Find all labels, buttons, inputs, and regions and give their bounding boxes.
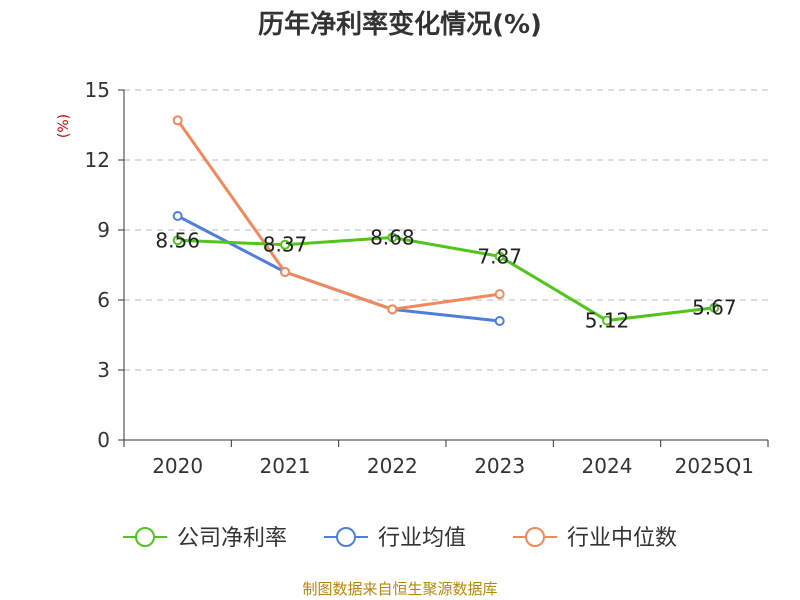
legend-marker-1 xyxy=(336,527,356,547)
data-point xyxy=(602,315,612,326)
legend-label-1: 行业均值 xyxy=(378,526,466,551)
x-tick-label: 2020 xyxy=(152,454,203,478)
x-tick-label: 2022 xyxy=(367,454,418,478)
axes: 0 3 6 9 12 15 2020 2021 2022 2023 2024 2025Q1 xyxy=(85,78,769,478)
y-tick-label: 15 xyxy=(85,78,110,102)
data-point xyxy=(709,302,720,313)
legend-marker-2 xyxy=(525,527,545,547)
data-point xyxy=(172,115,183,126)
legend[interactable]: 公司净利率 行业均值 行业中位数 xyxy=(123,526,677,551)
data-label: 5.67 xyxy=(692,296,737,320)
series-group xyxy=(172,115,720,326)
data-label: 8.37 xyxy=(263,233,308,257)
y-tick-label: 0 xyxy=(97,428,110,452)
x-tick-label: 2021 xyxy=(260,454,311,478)
y-tick-label: 6 xyxy=(97,288,110,312)
data-label: 5.12 xyxy=(585,309,630,333)
legend-label-2: 行业中位数 xyxy=(567,526,677,551)
data-point xyxy=(494,251,505,262)
y-tick-label: 9 xyxy=(97,218,110,242)
chart-title: 历年净利率变化情况(%) xyxy=(258,9,542,40)
data-point xyxy=(280,239,290,250)
data-point xyxy=(172,211,183,221)
data-point xyxy=(387,232,398,243)
series-line-1 xyxy=(176,214,500,323)
data-point xyxy=(387,304,398,315)
data-point xyxy=(494,289,505,300)
y-tick-label: 3 xyxy=(97,358,110,382)
series-line-2 xyxy=(176,119,500,311)
data-label: 8.56 xyxy=(155,228,200,252)
data-point xyxy=(494,316,505,326)
data-label: 8.68 xyxy=(370,225,415,249)
y-axis-label: (%) xyxy=(56,114,72,138)
legend-marker-0 xyxy=(135,527,155,547)
y-tick-label: 12 xyxy=(85,148,110,172)
series-line-0 xyxy=(177,235,715,323)
x-tick-label: 2024 xyxy=(582,454,633,478)
legend-label-0: 公司净利率 xyxy=(177,526,287,551)
x-tick-label: 2025Q1 xyxy=(675,454,754,478)
grid-lines xyxy=(124,89,768,371)
x-tick-label: 2023 xyxy=(474,454,525,478)
data-labels: 8.56 8.37 8.68 7.87 5.12 5.67 xyxy=(155,225,736,332)
source-note: 制图数据来自恒生聚源数据库 xyxy=(302,580,497,598)
data-point xyxy=(172,235,183,246)
data-label: 7.87 xyxy=(477,244,522,268)
data-point xyxy=(280,267,290,277)
